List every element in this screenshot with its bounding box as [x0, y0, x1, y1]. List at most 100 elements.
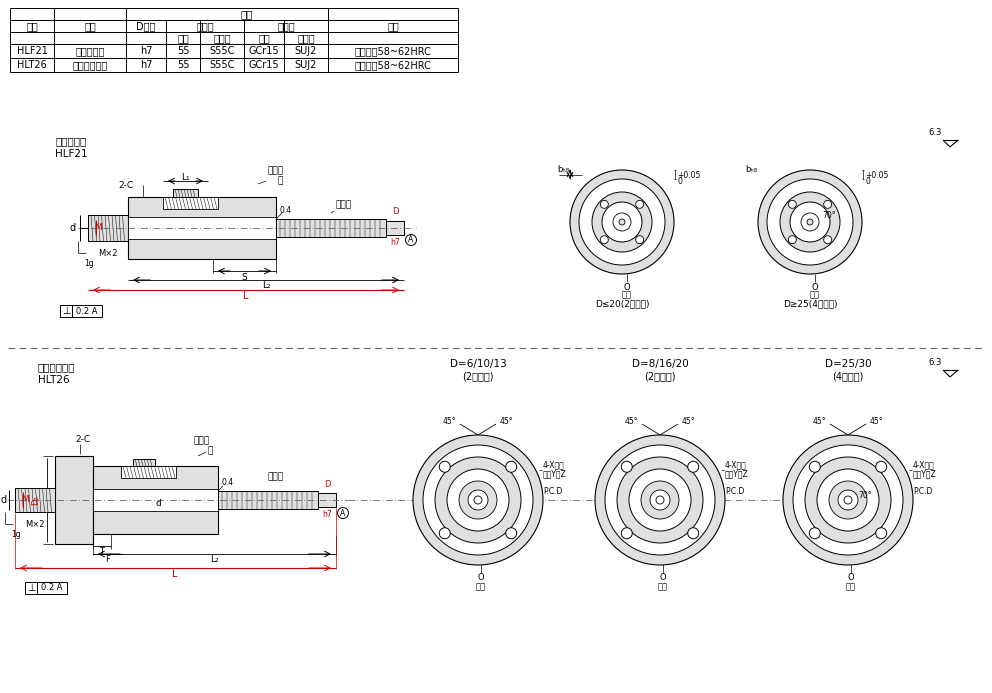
Text: T: T	[99, 547, 104, 556]
Text: 圆筒螺帽型: 圆筒螺帽型	[55, 136, 86, 146]
Text: 花键套: 花键套	[268, 166, 284, 175]
Circle shape	[807, 219, 813, 225]
Text: HLT26: HLT26	[38, 375, 69, 385]
Text: ⊥: ⊥	[27, 583, 36, 593]
Text: S55C: S55C	[209, 46, 235, 56]
Text: 硬度: 硬度	[387, 21, 399, 31]
Text: 油孔: 油孔	[476, 583, 486, 592]
Circle shape	[617, 457, 703, 543]
Circle shape	[790, 202, 830, 242]
Circle shape	[767, 179, 853, 265]
Text: D=8/16/20: D=8/16/20	[632, 359, 688, 369]
Text: M: M	[94, 224, 102, 232]
Text: 70°: 70°	[858, 491, 872, 500]
Text: 0: 0	[677, 177, 682, 186]
Text: SUJ2: SUJ2	[295, 60, 317, 70]
Circle shape	[468, 490, 488, 510]
Bar	[25, 582, 37, 594]
Text: 45°: 45°	[624, 416, 638, 426]
Text: O: O	[478, 574, 484, 583]
Circle shape	[641, 481, 679, 519]
Text: 圆法兰螺帽型: 圆法兰螺帽型	[72, 60, 107, 70]
Text: S55C: S55C	[209, 60, 235, 70]
Bar	[93, 466, 218, 534]
Text: 2-C: 2-C	[75, 435, 90, 444]
Text: h7: h7	[140, 60, 152, 70]
Text: HLF21: HLF21	[55, 149, 87, 159]
Circle shape	[413, 435, 543, 565]
Circle shape	[823, 200, 831, 209]
Bar	[128, 217, 276, 239]
Text: 0.4: 0.4	[280, 206, 292, 215]
Text: 油孔: 油孔	[622, 290, 632, 299]
Circle shape	[817, 469, 879, 531]
Bar	[60, 305, 72, 317]
Text: 花键套: 花键套	[193, 437, 209, 446]
Text: S: S	[241, 272, 247, 281]
Text: h7: h7	[140, 46, 152, 56]
Circle shape	[337, 507, 348, 518]
Circle shape	[844, 496, 852, 504]
Text: A: A	[340, 509, 345, 518]
Circle shape	[629, 469, 691, 531]
Bar	[133, 459, 155, 466]
Circle shape	[801, 213, 819, 231]
Circle shape	[621, 528, 632, 538]
Text: 圆法兰螺帽型: 圆法兰螺帽型	[38, 362, 75, 372]
Circle shape	[789, 236, 797, 244]
Text: D=6/10/13: D=6/10/13	[449, 359, 506, 369]
Text: 高频淨灠58~62HRC: 高频淨灠58~62HRC	[354, 60, 432, 70]
Text: O: O	[811, 283, 818, 292]
Text: 6.3: 6.3	[929, 358, 942, 367]
Circle shape	[687, 462, 698, 472]
Circle shape	[758, 170, 862, 274]
Circle shape	[783, 435, 913, 565]
Text: 4-X通孔: 4-X通孔	[543, 461, 564, 469]
Text: d: d	[1, 495, 7, 505]
Text: bₕ₈: bₕ₈	[557, 166, 569, 175]
Bar	[121, 466, 176, 478]
Text: 55: 55	[177, 46, 189, 56]
Circle shape	[838, 490, 858, 510]
Text: (4列滚珠): (4列滚珠)	[832, 371, 864, 381]
Circle shape	[636, 200, 644, 209]
Text: 油孔: 油孔	[810, 290, 820, 299]
Text: GCr15: GCr15	[249, 60, 280, 70]
Text: A: A	[409, 236, 414, 245]
Circle shape	[619, 219, 625, 225]
Bar	[386, 221, 404, 235]
Circle shape	[406, 234, 417, 245]
Text: GCr15: GCr15	[249, 46, 280, 56]
Circle shape	[793, 445, 903, 555]
Bar	[163, 197, 218, 209]
Circle shape	[829, 481, 867, 519]
Text: 0: 0	[865, 177, 870, 186]
Circle shape	[687, 528, 698, 538]
Text: L₂: L₂	[209, 556, 218, 565]
Text: L₁: L₁	[181, 173, 189, 182]
Text: 相当于: 相当于	[298, 33, 314, 43]
Circle shape	[636, 236, 644, 244]
Text: D=25/30: D=25/30	[824, 359, 871, 369]
Text: 沉孔Y深Z: 沉孔Y深Z	[913, 469, 936, 478]
Text: ⊥: ⊥	[62, 306, 70, 316]
Bar	[173, 189, 198, 197]
Text: 45°: 45°	[682, 416, 695, 426]
Text: 材质: 材质	[241, 9, 253, 19]
Circle shape	[823, 236, 831, 244]
Text: 45°: 45°	[442, 416, 456, 426]
Text: 4-X通孔: 4-X通孔	[725, 461, 747, 469]
Text: 花键轴: 花键轴	[196, 21, 214, 31]
Text: 55: 55	[177, 60, 189, 70]
Text: F: F	[105, 556, 110, 565]
Bar	[128, 197, 276, 259]
Text: D: D	[392, 207, 398, 216]
Text: 45°: 45°	[870, 416, 884, 426]
Text: 花键轴: 花键轴	[268, 472, 284, 481]
Text: 45°: 45°	[812, 416, 826, 426]
Text: 0.2 A: 0.2 A	[76, 306, 98, 315]
Circle shape	[439, 528, 450, 538]
Text: 圆筒螺帽型: 圆筒螺帽型	[75, 46, 105, 56]
Text: 磨: 磨	[208, 446, 213, 455]
Text: (2列滚珠): (2列滚珠)	[644, 371, 676, 381]
